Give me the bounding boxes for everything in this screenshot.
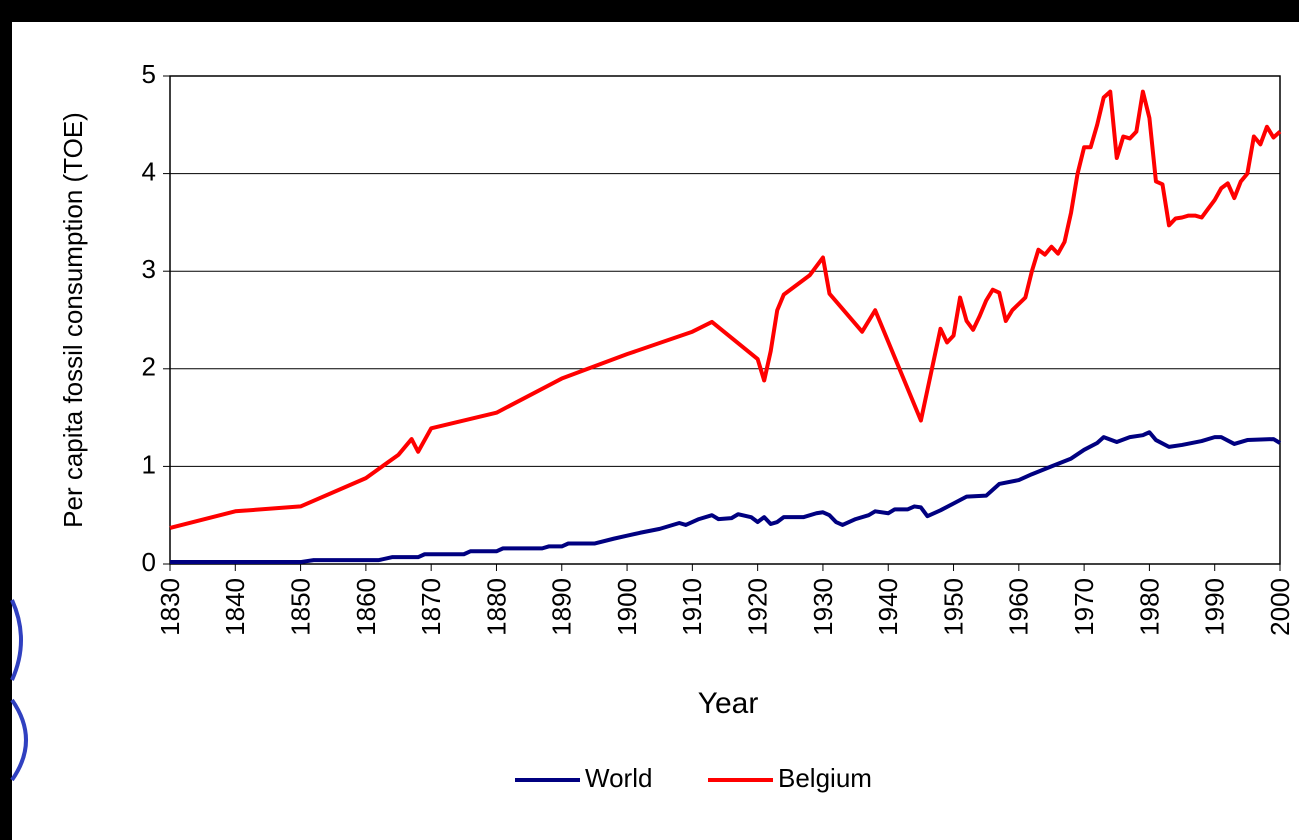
x-tick-label: 1910 — [677, 578, 707, 636]
x-tick-label: 1870 — [416, 578, 446, 636]
y-tick-label: 1 — [142, 449, 156, 479]
x-tick-label: 1890 — [547, 578, 577, 636]
data-line — [169, 89, 1282, 530]
x-tick-label: 1850 — [285, 578, 315, 636]
x-tick-label: 1940 — [873, 578, 903, 636]
x-tick-label: 2000 — [1265, 578, 1295, 636]
legend-label: Belgium — [778, 763, 872, 793]
y-tick-label: 3 — [142, 254, 156, 284]
decoration — [10, 599, 28, 782]
y-tick-label: 5 — [142, 59, 156, 89]
x-tick-label: 1900 — [612, 578, 642, 636]
x-tick-label: 1920 — [743, 578, 773, 636]
x-tick-label: 1950 — [938, 578, 968, 636]
x-tick-label: 1840 — [220, 578, 250, 636]
y-tick-label: 2 — [142, 352, 156, 382]
y-axis-title: Per capita fossil consumption (TOE) — [58, 112, 88, 528]
data-line — [170, 430, 1282, 565]
x-tick-label: 1960 — [1004, 578, 1034, 636]
x-tick-label: 1980 — [1134, 578, 1164, 636]
background — [12, 22, 1299, 840]
x-tick-label: 1970 — [1069, 578, 1099, 636]
legend-label: World — [585, 763, 652, 793]
y-tick-label: 4 — [142, 156, 156, 186]
y-tick-label: 0 — [142, 547, 156, 577]
x-axis-title: Year — [698, 687, 759, 720]
x-tick-label: 1860 — [351, 578, 381, 636]
x-tick-label: 1830 — [155, 578, 185, 636]
x-tick-label: 1880 — [481, 578, 511, 636]
plot-frame — [169, 75, 1281, 565]
x-tick-label: 1930 — [808, 578, 838, 636]
x-tick-label: 1990 — [1200, 578, 1230, 636]
